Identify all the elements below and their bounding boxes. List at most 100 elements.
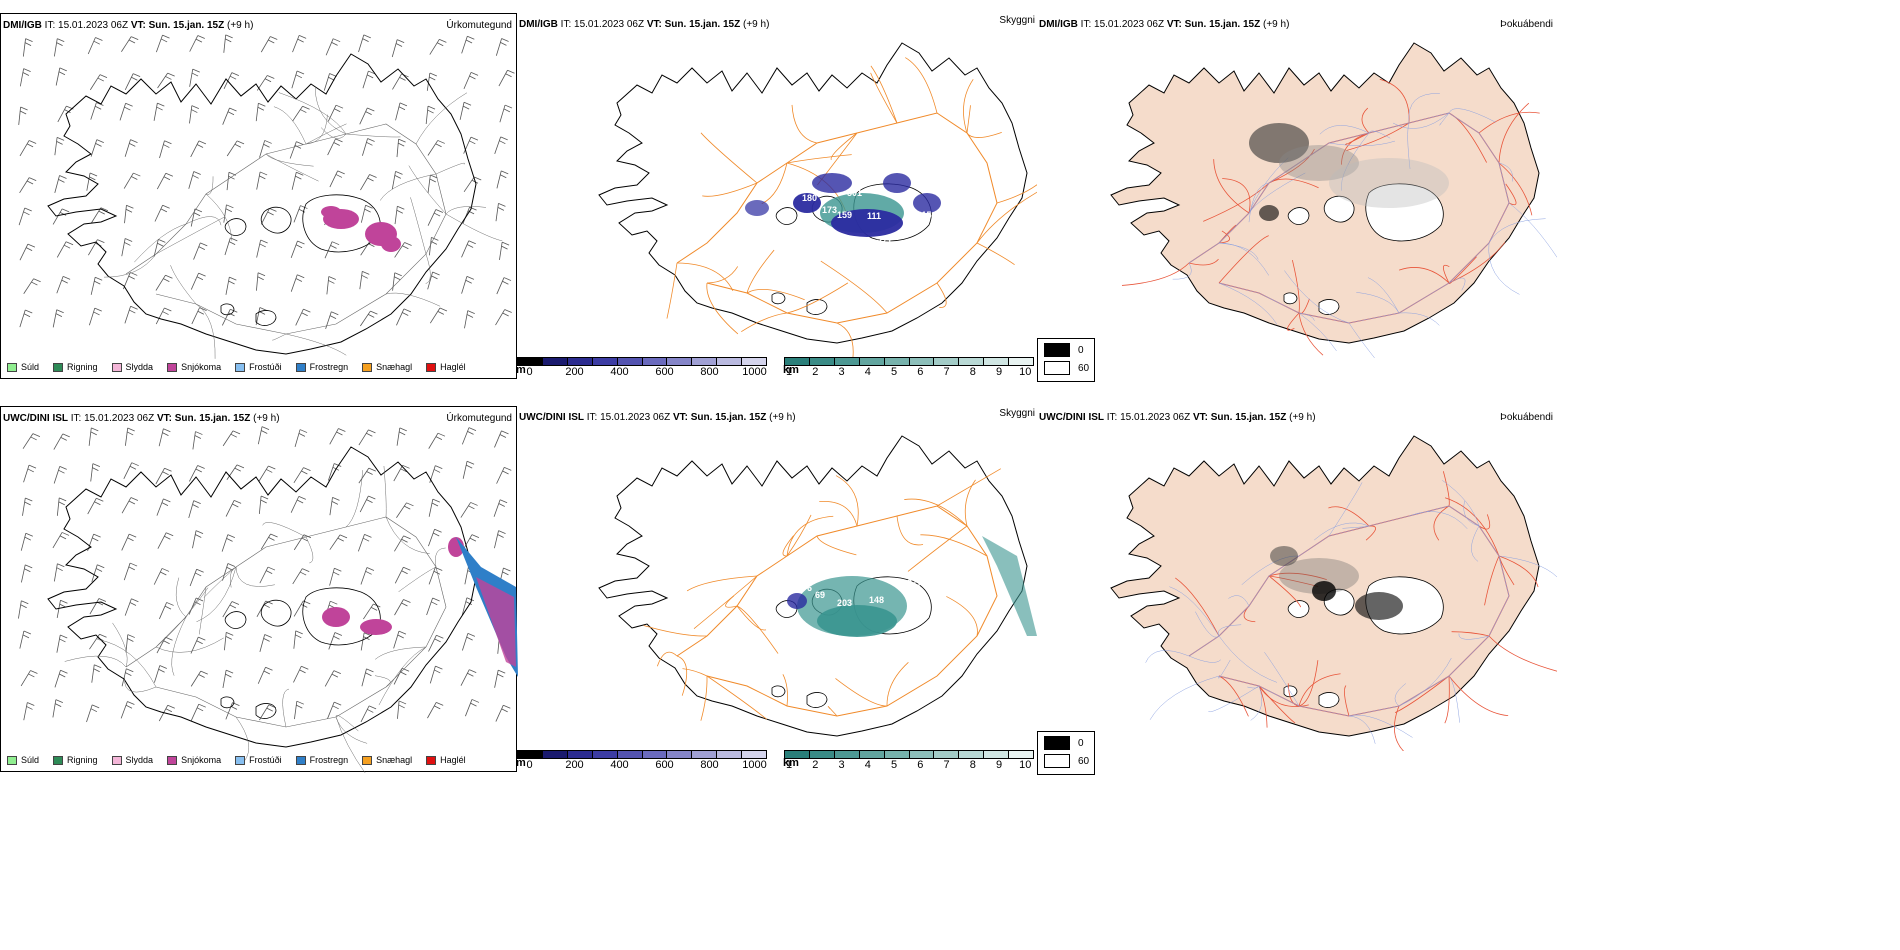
visibility-value-label: 203 — [837, 598, 852, 608]
legend-label: Snjókoma — [181, 755, 222, 765]
panel-title: Skyggni — [999, 15, 1035, 26]
colorbar-segment — [785, 358, 810, 365]
panel-header: UWC/DINI ISL IT: 15.01.2023 06Z VT: Sun.… — [3, 413, 280, 424]
colorbar-kilometers: 1 2 3 4 5 6 7 8 9 10 km — [783, 357, 1034, 378]
colorbar-meters: 0 200 400 600 800 1000 m — [516, 357, 767, 378]
legend-item: Frostregn — [295, 755, 348, 765]
colorbar-tick-label: 2 — [812, 366, 819, 378]
colorbar-strip — [784, 750, 1034, 759]
visibility-value-label: 182 — [909, 598, 924, 608]
legend-swatch — [167, 755, 178, 765]
legend-label: Slydda — [125, 755, 154, 765]
panel-title: Úrkomutegund — [446, 20, 512, 31]
colorbar-tick-label: 1 — [785, 759, 793, 771]
colorbar-segment — [884, 358, 910, 365]
colorbar-segment — [809, 751, 835, 758]
legend-item: Snjókoma — [167, 362, 221, 372]
colorbar-unit: m — [516, 364, 526, 376]
panel-header: UWC/DINI ISL IT: 15.01.2023 06Z VT: Sun.… — [1039, 412, 1316, 423]
fog-legend-swatch — [1044, 361, 1070, 375]
legend-swatch — [111, 362, 122, 372]
colorbar-segment — [959, 358, 985, 365]
colorbar-segment — [692, 751, 718, 758]
colorbar-segment — [642, 751, 668, 758]
colorbar-tick-label: 1000 — [742, 759, 767, 771]
panel-header: DMI/IGB IT: 15.01.2023 06Z VT: Sun. 15.j… — [519, 19, 770, 30]
legend-item: Frostúði — [235, 362, 282, 372]
legend-label: Snjókoma — [181, 362, 222, 372]
visibility-panel-bottom: 312 176 69 203 148 277 182 UWC/DINI ISL IT: 15… — [516, 406, 1037, 772]
visibility-value-label: 148 — [869, 595, 884, 605]
legend-label: Rigning — [67, 362, 98, 372]
colorbar-tick-label: 3 — [838, 366, 845, 378]
colorbar-tick-label: 400 — [610, 759, 629, 771]
colorbar-segment — [1009, 358, 1034, 365]
colorbar-segment — [642, 358, 668, 365]
colorbar-tick-label: 10 — [1019, 366, 1032, 378]
panel-title: Þokuábendi — [1500, 412, 1553, 423]
colorbar-segment — [667, 358, 693, 365]
colorbar-tick-label: 3 — [838, 759, 845, 771]
colorbar-segment — [742, 358, 767, 365]
legend-item: Rigning — [53, 362, 98, 372]
fog-legend-bottom: 0 60 — [1037, 731, 1095, 775]
colorbar-strip — [517, 750, 767, 759]
colorbar-segment — [518, 751, 543, 758]
fog-legend-swatch — [1044, 736, 1070, 750]
colorbar-segment — [959, 751, 985, 758]
legend-item: Snæhagl — [362, 755, 412, 765]
legend-label: Slydda — [125, 362, 154, 372]
colorbar-segment — [567, 751, 593, 758]
panel-header: DMI/IGB IT: 15.01.2023 06Z VT: Sun. 15.j… — [1039, 19, 1290, 30]
colorbar-tick-label: 0 — [526, 366, 533, 378]
colorbar-segment — [667, 751, 693, 758]
legend-swatch — [235, 755, 246, 765]
colorbar-segment — [809, 358, 835, 365]
colorbar-tick-label: 2 — [812, 759, 819, 771]
visibility-value-label: 277 — [907, 578, 922, 588]
legend-item: Frostregn — [295, 362, 348, 372]
fog-legend-label: 0 — [1078, 344, 1084, 356]
colorbar-meters: 0 200 400 600 800 1000 m — [516, 750, 767, 771]
colorbar-tick-label: 6 — [917, 759, 924, 771]
legend-swatch — [426, 755, 437, 765]
visibility-value-label: 501 — [847, 188, 862, 198]
colorbar-segment — [859, 751, 885, 758]
legend-swatch — [111, 755, 122, 765]
legend-swatch — [53, 755, 64, 765]
colorbar-segment — [785, 751, 810, 758]
legend-label: Frostúði — [249, 362, 282, 372]
visibility-value-label: 176 — [797, 583, 812, 593]
colorbar-tick-label: 5 — [890, 366, 898, 378]
legend-swatch — [295, 362, 306, 372]
colorbar-segment — [518, 358, 543, 365]
legend-item: Súld — [7, 362, 39, 372]
fog-map-top — [1110, 42, 1557, 358]
colorbar-segment — [859, 358, 885, 365]
colorbar-segment — [717, 358, 743, 365]
legend-label: Snæhagl — [376, 362, 413, 372]
legend-item: Slydda — [111, 755, 154, 765]
colorbar-tick-label: 400 — [610, 366, 629, 378]
colorbar-tick-label: 0 — [526, 759, 533, 771]
colorbar-segment — [617, 751, 643, 758]
colorbar-segment — [984, 358, 1010, 365]
colorbar-unit: km — [783, 757, 799, 769]
legend-item: Snjókoma — [167, 755, 221, 765]
fog-legend-top: 0 60 — [1037, 338, 1095, 382]
panel-header: DMI/IGB IT: 15.01.2023 06Z VT: Sun. 15.j… — [3, 20, 254, 31]
panel-title: Skyggni — [999, 408, 1035, 419]
colorbar-kilometers: 1 2 3 4 5 6 7 8 9 10 km — [783, 750, 1034, 771]
colorbar-segment — [934, 358, 960, 365]
colorbar-segment — [592, 751, 618, 758]
fog-legend-label: 60 — [1078, 362, 1090, 374]
legend-item: Haglél — [426, 755, 466, 765]
visibility-panel-top: 225 501 180 173 159 111 115 271 262 2 DMI/IGB IT:… — [516, 13, 1037, 379]
colorbar-strip — [784, 357, 1034, 366]
visibility-value-label: 2 — [857, 160, 862, 170]
colorbar-segment — [834, 751, 860, 758]
fog-map-bottom — [1110, 435, 1557, 751]
fog-legend-label: 0 — [1078, 737, 1084, 749]
